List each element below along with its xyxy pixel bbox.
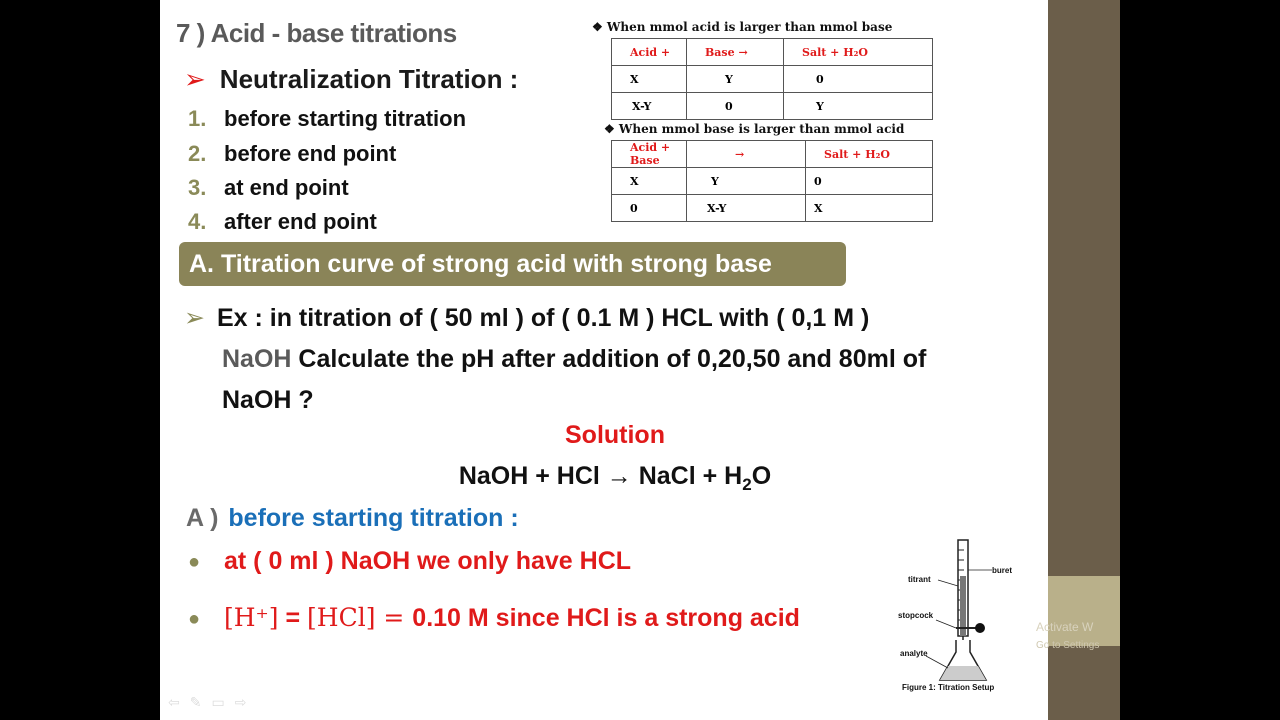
table-cell: X-Y bbox=[686, 194, 806, 222]
math-equals: = bbox=[375, 603, 413, 632]
bullet-text: 0.10 M since HCl is a strong acid bbox=[412, 604, 800, 632]
bullet-dot-icon: ● bbox=[188, 607, 201, 630]
slide-side-bar: Activate W Go to Settings bbox=[1036, 0, 1120, 720]
table-header-cell: Base → bbox=[686, 38, 784, 66]
bullet-dot-icon: ● bbox=[188, 550, 201, 573]
equation-text: O bbox=[751, 462, 772, 490]
arrow-bullet-icon: ➢ bbox=[184, 304, 205, 332]
example-line: Calculate the pH after addition of 0,20,… bbox=[291, 345, 927, 373]
menu-icon[interactable]: ▭ bbox=[211, 694, 235, 710]
math-h-plus: [H⁺] bbox=[224, 603, 279, 632]
part-a-label: A ) bbox=[186, 504, 219, 532]
example-naoh: NaOH bbox=[222, 345, 292, 373]
step-item: 1. before starting titration bbox=[188, 106, 466, 132]
next-icon[interactable]: ⇨ bbox=[234, 694, 257, 710]
reaction-tables: ❖ When mmol acid is larger than mmol bas… bbox=[588, 16, 976, 226]
figure-caption: Figure 1: Titration Setup bbox=[902, 683, 994, 692]
step-number: 3. bbox=[188, 175, 207, 200]
bullet-item: ● [H⁺] = [HCl] = 0.10 M since HCl is a st… bbox=[188, 603, 800, 633]
step-text: before starting titration bbox=[224, 106, 467, 131]
slide: 7 ) Acid - base titrations ➢ Neutralizati… bbox=[160, 0, 1048, 720]
table-header-cell: Acid + Base bbox=[611, 140, 687, 168]
bullet-item: ● at ( 0 ml ) NaOH we only have HCL bbox=[188, 547, 631, 576]
table-cell: 0 bbox=[783, 65, 933, 93]
table-cell: 0 bbox=[805, 167, 933, 195]
side-bar-accent bbox=[1048, 576, 1120, 646]
table-cell: Y bbox=[686, 65, 784, 93]
step-number: 4. bbox=[188, 209, 207, 234]
example-line: Ex : in titration of ( 50 ml ) of ( 0.1 … bbox=[216, 304, 870, 332]
subtitle: ➢ Neutralization Titration : bbox=[184, 64, 518, 95]
table-cell: 0 bbox=[611, 194, 687, 222]
table-header-cell: Salt + H₂O bbox=[783, 38, 933, 66]
table-caption: ❖ When mmol acid is larger than mmol bas… bbox=[592, 20, 893, 34]
table-cell: X bbox=[611, 167, 687, 195]
figure-label-titrant: titrant bbox=[908, 575, 931, 584]
example-line: NaOH ? bbox=[222, 386, 314, 414]
step-item: 2. before end point bbox=[188, 141, 396, 167]
solution-label: Solution bbox=[565, 421, 665, 449]
figure-label-buret: buret bbox=[992, 566, 1012, 575]
table-header-cell: → bbox=[686, 140, 806, 168]
table-caption: ❖ When mmol base is larger than mmol aci… bbox=[604, 122, 905, 136]
part-a-heading: A ) before starting titration : bbox=[186, 504, 519, 533]
activation-watermark-sub: Go to Settings bbox=[1036, 640, 1100, 651]
table-header-cell: Salt + H₂O bbox=[805, 140, 933, 168]
subtitle-text: Neutralization Titration : bbox=[219, 64, 519, 94]
table-cell: 0 bbox=[686, 92, 784, 120]
previous-icon[interactable]: ⇦ bbox=[168, 694, 190, 710]
math-hcl: [HCl] bbox=[307, 603, 376, 632]
table-cell: X bbox=[805, 194, 933, 222]
step-text: before end point bbox=[224, 141, 397, 166]
reaction-table-base-excess: Acid + Base → Salt + H₂O X Y 0 0 X-Y X bbox=[611, 140, 933, 222]
table-cell: Y bbox=[686, 167, 806, 195]
table-header-cell: Acid + bbox=[611, 38, 687, 66]
step-number: 1. bbox=[188, 106, 207, 131]
slide-title: 7 ) Acid - base titrations bbox=[176, 18, 457, 48]
table-cell: X bbox=[611, 65, 687, 93]
equation-subscript: 2 bbox=[742, 475, 752, 494]
slideshow-toolbar[interactable]: ⇦✎▭⇨ bbox=[168, 694, 256, 711]
table-cell: Y bbox=[783, 92, 933, 120]
titration-setup-figure: buret titrant stopcock analyte Figure 1:… bbox=[898, 539, 1012, 692]
arrow-bullet-icon: ➢ bbox=[184, 64, 206, 94]
step-item: 4. after end point bbox=[188, 209, 377, 235]
bullet-text: at ( 0 ml ) NaOH we only have HCL bbox=[224, 547, 632, 575]
table-cell: X-Y bbox=[611, 92, 687, 120]
example-text: ➢ Ex : in titration of ( 50 ml ) of ( 0.1… bbox=[184, 298, 1034, 421]
step-text: at end point bbox=[224, 175, 349, 200]
section-banner: A. Titration curve of strong acid with s… bbox=[179, 242, 846, 286]
step-item: 3. at end point bbox=[188, 175, 349, 201]
figure-label-stopcock: stopcock bbox=[898, 611, 934, 620]
figure-label-analyte: analyte bbox=[900, 649, 928, 658]
reaction-equation: NaOH + HCl → NaCl + H2O bbox=[160, 462, 1048, 495]
equation-text: NaOH + HCl → NaCl + H bbox=[458, 462, 743, 490]
math-equals: = bbox=[278, 604, 308, 632]
part-a-text: before starting titration : bbox=[228, 504, 519, 532]
step-text: after end point bbox=[224, 209, 377, 234]
pen-icon[interactable]: ✎ bbox=[189, 694, 212, 710]
step-number: 2. bbox=[188, 141, 207, 166]
activation-watermark: Activate W bbox=[1036, 620, 1094, 634]
reaction-table-acid-excess: Acid + Base → Salt + H₂O X Y 0 X-Y 0 Y bbox=[611, 38, 933, 120]
